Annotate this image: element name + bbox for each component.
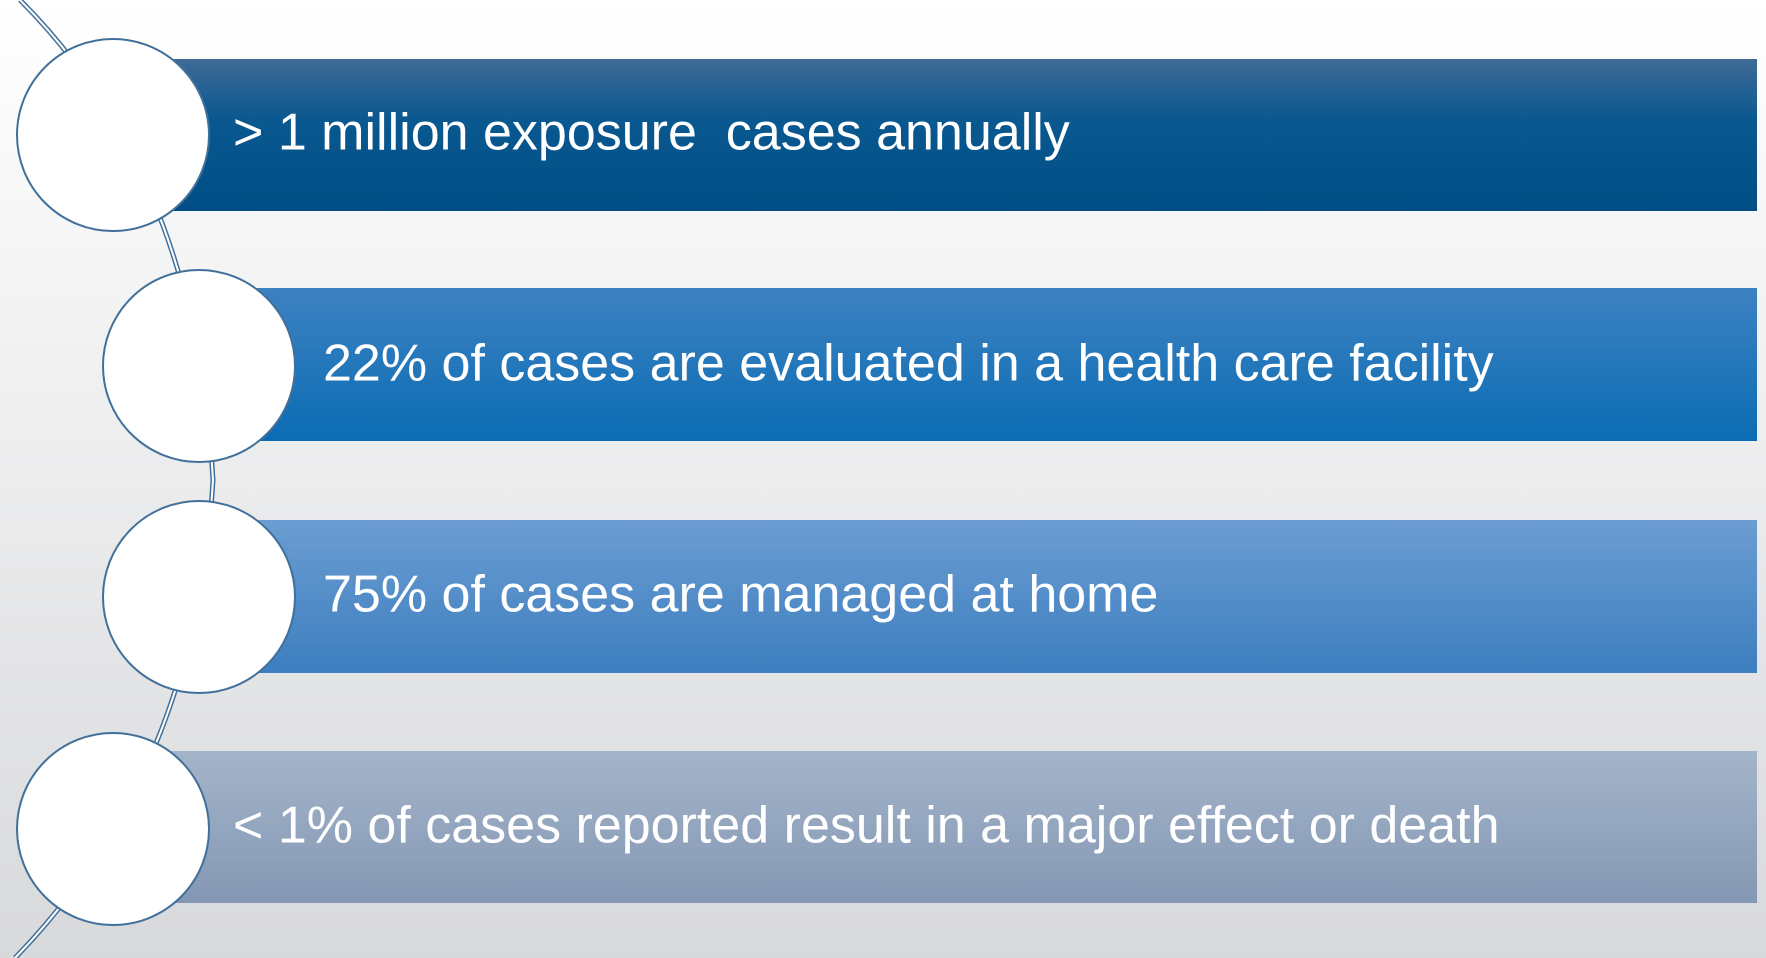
item-text: 75% of cases are managed at home	[323, 566, 1158, 624]
bar	[248, 288, 1757, 441]
bar	[158, 751, 1757, 903]
bar	[158, 59, 1757, 211]
item-text: 22% of cases are evaluated in a health c…	[323, 335, 1494, 393]
item-text: > 1 million exposure cases annually	[233, 104, 1070, 162]
circle	[102, 500, 296, 694]
item-text: < 1% of cases reported result in a major…	[233, 797, 1500, 855]
circle	[16, 38, 210, 232]
circle	[102, 269, 296, 463]
bar	[248, 520, 1757, 673]
circle	[16, 732, 210, 926]
